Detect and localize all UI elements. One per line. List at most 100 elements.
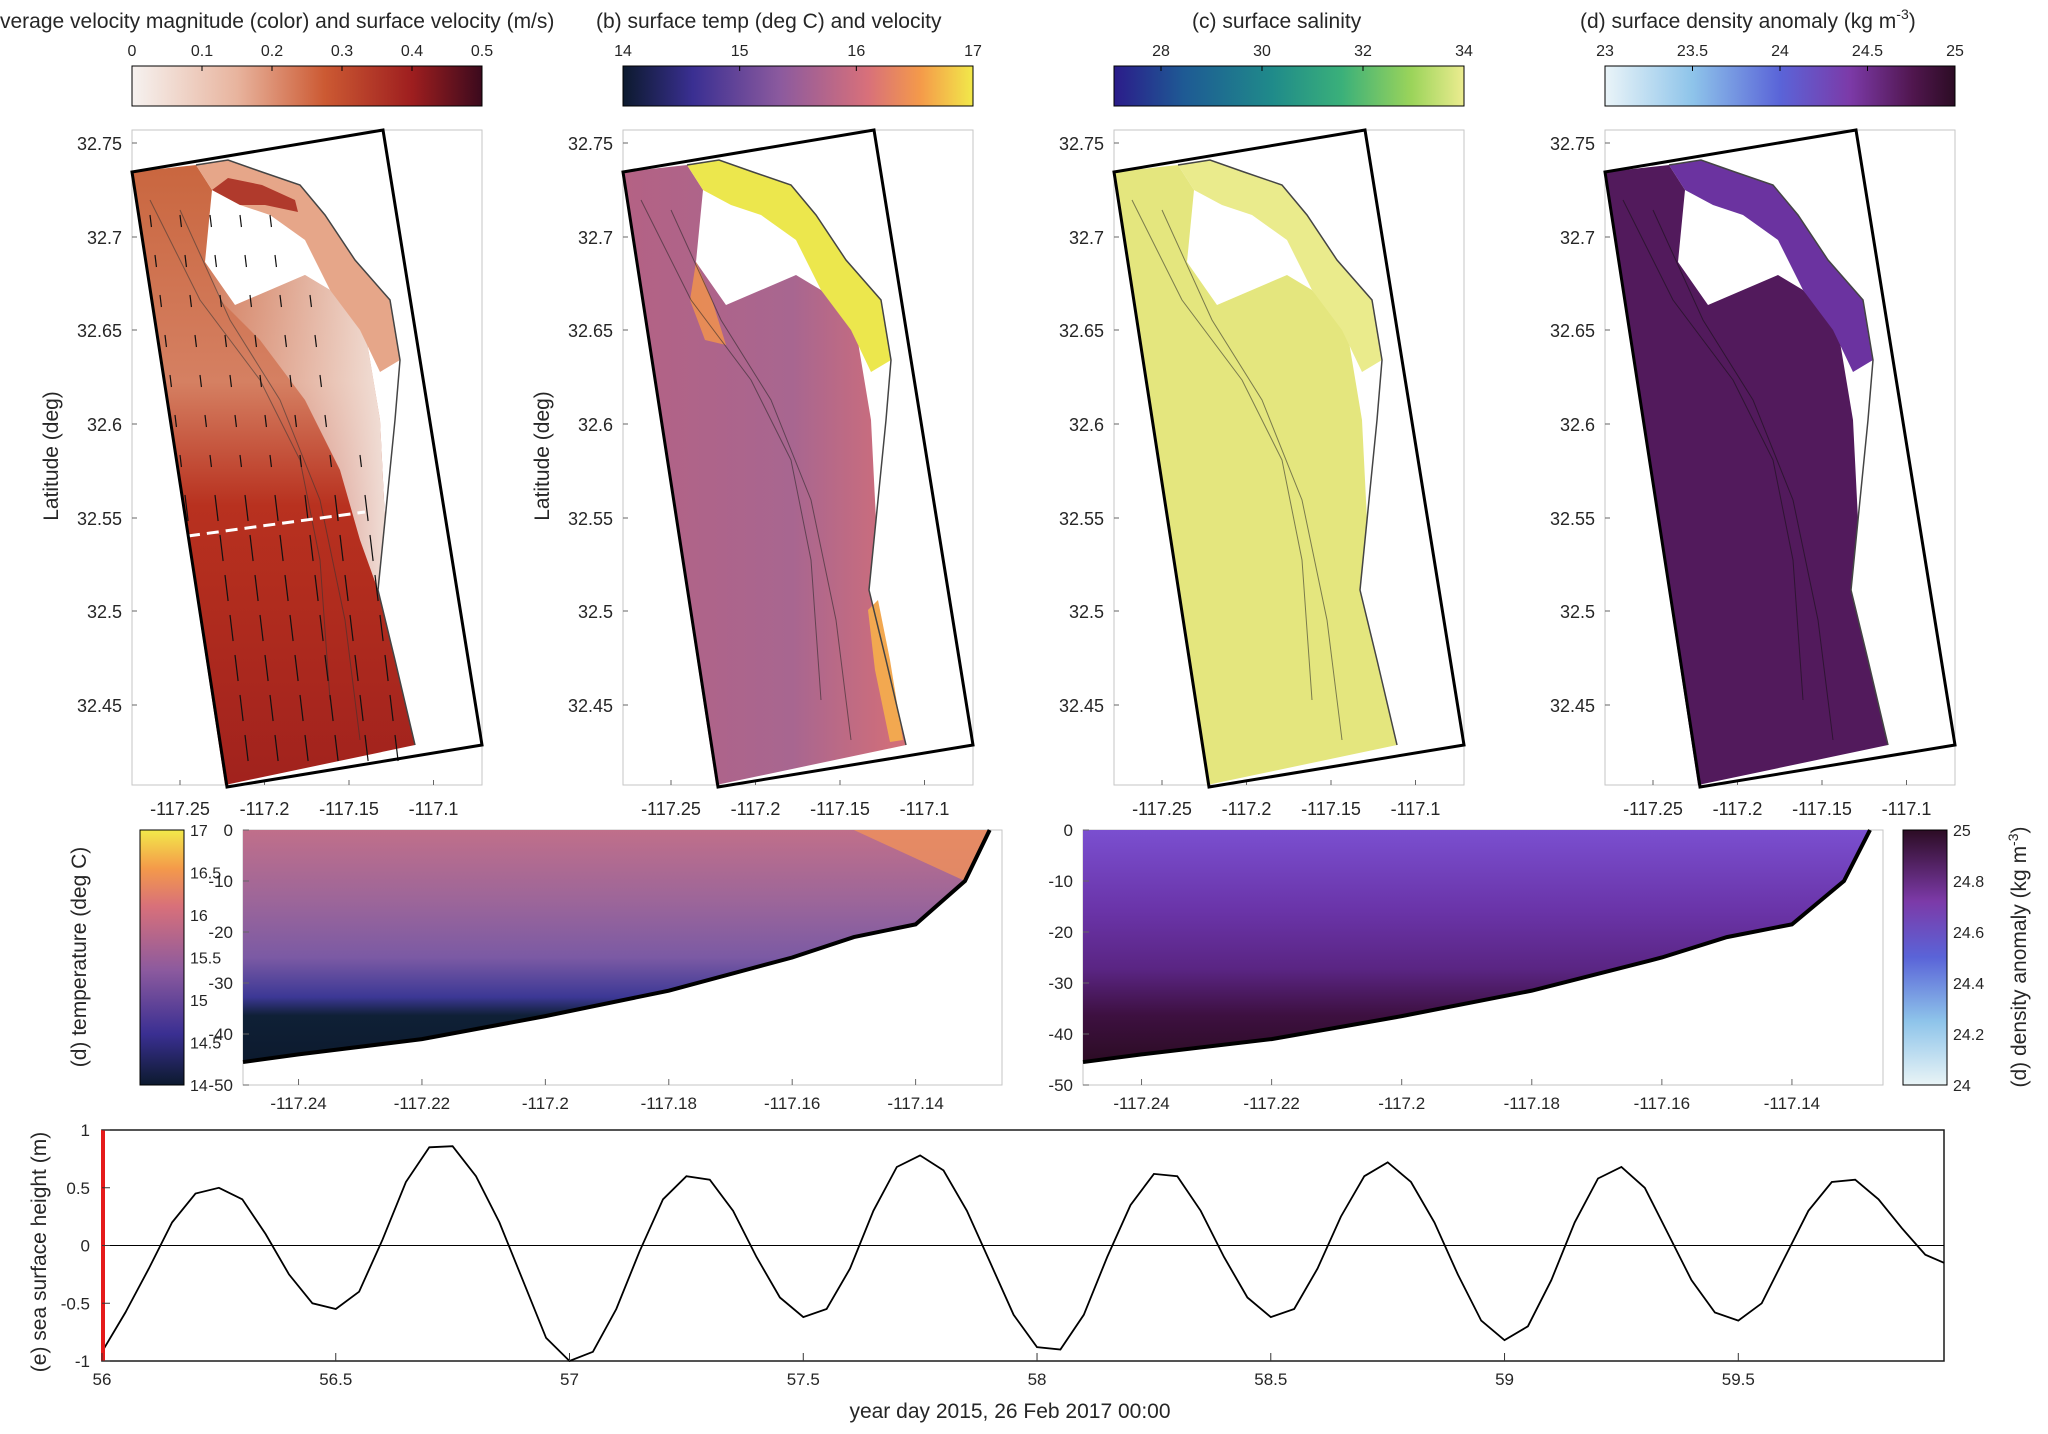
map-c-xtick-label: -117.15 bbox=[1301, 799, 1361, 819]
velocity-vector bbox=[354, 654, 359, 682]
map-c-ytick-label: 32.55 bbox=[1059, 509, 1104, 529]
dens-section-xtick-label: -117.18 bbox=[1504, 1094, 1560, 1113]
map-a-ytick-label: 32.75 bbox=[77, 134, 122, 154]
map-d-ytick-label: 32.65 bbox=[1550, 321, 1595, 341]
temp-section-xtick-label: -117.2 bbox=[522, 1094, 569, 1113]
dens-cbar-label-end: ) bbox=[2008, 826, 2031, 833]
temp-section-field bbox=[243, 830, 990, 1063]
tide-xtick-label: 59.5 bbox=[1722, 1370, 1755, 1389]
map-d-ytick-label: 32.45 bbox=[1550, 696, 1595, 716]
velocity-vector bbox=[239, 214, 243, 228]
velocity-vector bbox=[384, 654, 389, 682]
map-c-domain bbox=[1112, 128, 1466, 789]
temp-section-colorbar-ticks: 17 16.5 16 15.5 15 14.5 14 bbox=[190, 823, 221, 1095]
velocity-vector bbox=[234, 654, 239, 682]
density-cbar-tick-label: 23.5 bbox=[1677, 43, 1708, 60]
map-c-ytick-label: 32.6 bbox=[1069, 415, 1104, 435]
velocity-vector bbox=[329, 454, 333, 468]
velocity-vector bbox=[159, 294, 163, 308]
velocity-vector bbox=[274, 734, 279, 762]
dens-section-field bbox=[1083, 830, 1870, 1063]
density-cbar-tick-label: 25 bbox=[1946, 43, 1964, 60]
velocity-vector bbox=[154, 254, 158, 268]
map-b-yticks: 32.75 32.7 32.65 32.6 32.55 32.5 32.45 bbox=[568, 134, 628, 716]
velocity-vector bbox=[244, 734, 249, 762]
dens-section-cbar-label: (d) density anomaly (kg m-3) bbox=[2005, 826, 2031, 1087]
dens-section-ytick-label: 0 bbox=[1064, 821, 1073, 840]
velocity-vector bbox=[249, 534, 254, 562]
velocity-vector bbox=[304, 734, 309, 762]
dens-section-seafloor bbox=[1082, 829, 1872, 1065]
map-b-xtick-label: -117.1 bbox=[900, 799, 950, 819]
velocity-vector bbox=[274, 254, 278, 268]
velocity-vector bbox=[379, 614, 384, 642]
velocity-vector bbox=[229, 614, 234, 642]
velocity-cbar-tick-label: 0.5 bbox=[471, 43, 493, 60]
map-d-xtick-label: -117.2 bbox=[1713, 799, 1763, 819]
dens-section-colorbar bbox=[1902, 829, 1948, 1086]
velocity-vector bbox=[149, 214, 153, 228]
velocity-vector bbox=[199, 374, 203, 388]
velocity-vector bbox=[219, 534, 224, 562]
density-colorbar-ticks: 23 23.5 24 24.5 25 bbox=[1596, 43, 1964, 71]
velocity-vector bbox=[269, 454, 273, 468]
velocity-vector bbox=[284, 334, 288, 348]
panel-b-title: (b) surface temp (deg C) and velocity bbox=[596, 10, 942, 33]
dens-section-xtick-label: -117.14 bbox=[1764, 1094, 1820, 1113]
velocity-vector bbox=[224, 574, 229, 602]
velocity-vector bbox=[174, 414, 178, 428]
dens-cbar-tick-label: 24.4 bbox=[1953, 976, 1984, 993]
density-section: 0-10-20-30-40-50 -117.24 -117.22 -117.2 -11… bbox=[1048, 821, 2031, 1113]
map-a-velocity-vectors bbox=[149, 214, 399, 762]
velocity-vector bbox=[299, 454, 303, 468]
map-c-xtick-label: -117.25 bbox=[1132, 799, 1192, 819]
map-b-xtick-label: -117.2 bbox=[731, 799, 781, 819]
map-a-nearshore bbox=[205, 262, 385, 590]
velocity-vector bbox=[309, 294, 313, 308]
temp-section-xtick-label: -117.24 bbox=[270, 1094, 326, 1113]
temp-cbar-tick-label: 16 bbox=[190, 908, 208, 925]
map-c-ytick-label: 32.5 bbox=[1069, 602, 1104, 622]
velocity-vector bbox=[209, 454, 213, 468]
velocity-vector bbox=[214, 494, 219, 522]
dens-cbar-label-main: (d) density anomaly (kg m bbox=[2008, 846, 2031, 1088]
velocity-vector bbox=[234, 414, 238, 428]
tide-ytick-label: -0.5 bbox=[61, 1294, 90, 1313]
velocity-vector bbox=[349, 614, 354, 642]
temp-cbar-tick-label: 17 bbox=[190, 823, 208, 840]
tide-xtick-label: 57.5 bbox=[787, 1370, 820, 1389]
map-a-ytick-label: 32.6 bbox=[87, 415, 122, 435]
temp-section-cbar-label: (d) temperature (deg C) bbox=[68, 847, 91, 1068]
map-b-ytick-label: 32.45 bbox=[568, 696, 613, 716]
map-d: 32.75 32.7 32.65 32.6 32.55 32.5 32.45 -117.25… bbox=[1550, 128, 1957, 819]
velocity-cbar-tick-label: 0.1 bbox=[191, 43, 213, 60]
temperature-cbar-tick-label: 14 bbox=[614, 43, 632, 60]
velocity-vector bbox=[279, 294, 283, 308]
density-colorbar bbox=[1604, 65, 1956, 107]
velocity-vector bbox=[364, 494, 369, 522]
map-c-coastline bbox=[1177, 159, 1398, 746]
velocity-vector bbox=[334, 734, 339, 762]
dens-cbar-tick-label: 24.8 bbox=[1953, 874, 1984, 891]
panel-c-header: (c) surface salinity 28 30 32 34 bbox=[1113, 10, 1473, 107]
velocity-vector bbox=[334, 494, 339, 522]
salinity-colorbar-ticks: 28 30 32 34 bbox=[1152, 43, 1473, 71]
temp-section-ytick-label: -30 bbox=[208, 974, 233, 993]
dens-section-ytick-label: -50 bbox=[1048, 1076, 1073, 1095]
temperature-cbar-tick-label: 17 bbox=[964, 43, 982, 60]
tide-xtick-label: 58.5 bbox=[1254, 1370, 1287, 1389]
velocity-vector bbox=[369, 534, 374, 562]
map-c-xticks: -117.25 -117.2 -117.15 -117.1 bbox=[1132, 780, 1440, 819]
temp-section-xtick-label: -117.16 bbox=[764, 1094, 820, 1113]
tide-xticks: 56 56.5 57 57.5 58 58.5 59 59.5 bbox=[93, 1353, 1755, 1389]
velocity-vector bbox=[269, 694, 274, 722]
temp-section-ytick-label: -50 bbox=[208, 1076, 233, 1095]
dens-section-yticks: 0 -10 -20 -30 -40 -50 bbox=[1048, 821, 1089, 1095]
velocity-vector bbox=[364, 734, 369, 762]
map-d-domain bbox=[1603, 128, 1957, 789]
velocity-vector bbox=[209, 214, 213, 228]
velocity-vector bbox=[319, 374, 323, 388]
map-a-xtick-label: -117.1 bbox=[409, 799, 459, 819]
velocity-vector bbox=[264, 654, 269, 682]
map-a: Latitude (deg) 32.7532.732.6532.632.5532… bbox=[40, 128, 484, 819]
